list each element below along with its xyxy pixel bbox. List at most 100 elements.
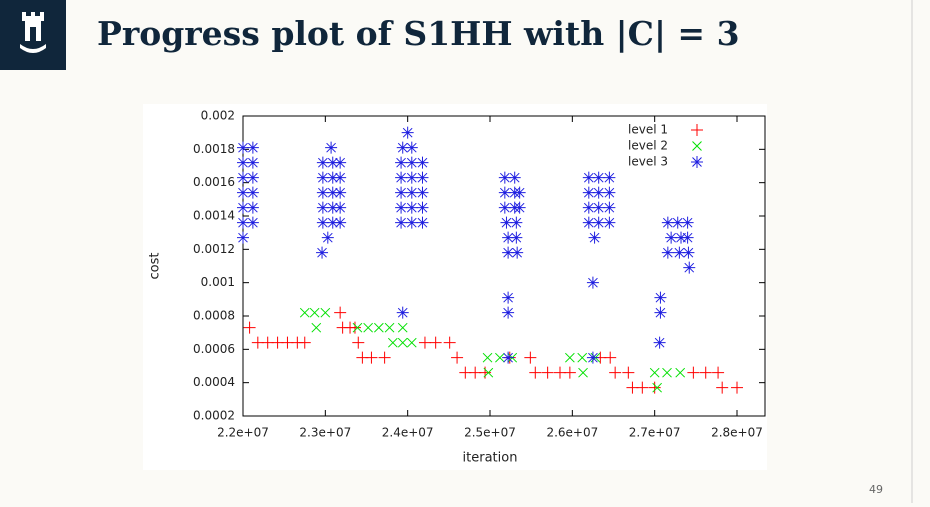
y-tick-label: 0.0004	[193, 375, 235, 389]
point	[246, 186, 259, 199]
point	[316, 156, 329, 169]
point	[592, 186, 605, 199]
point	[429, 336, 442, 349]
point	[671, 216, 684, 229]
point	[406, 337, 417, 348]
point	[683, 261, 696, 274]
point	[246, 216, 259, 229]
point	[334, 216, 347, 229]
plot-frame	[242, 115, 766, 417]
point	[716, 381, 729, 394]
point	[416, 186, 429, 199]
point	[451, 351, 464, 364]
point	[577, 352, 588, 363]
point	[661, 246, 674, 259]
legend-marker	[691, 156, 703, 168]
point	[298, 336, 311, 349]
point	[578, 367, 588, 378]
point	[416, 201, 429, 214]
point	[418, 336, 431, 349]
x-tick-label: 2.5e+07	[464, 426, 516, 440]
point	[334, 306, 347, 319]
point	[502, 306, 515, 319]
point	[401, 126, 414, 139]
point	[588, 231, 601, 244]
point	[352, 336, 365, 349]
point	[731, 381, 744, 394]
point	[316, 201, 329, 214]
legend-marker	[692, 141, 702, 151]
point	[384, 322, 395, 333]
point	[316, 216, 329, 229]
point	[237, 201, 249, 214]
point	[603, 216, 616, 229]
point	[326, 171, 339, 184]
point	[712, 366, 725, 379]
point	[495, 352, 505, 363]
point	[397, 322, 408, 333]
page-number: 49	[869, 483, 883, 496]
legend-marker	[691, 124, 703, 136]
x-tick-label: 2.2e+07	[217, 426, 269, 440]
point	[582, 216, 595, 229]
point	[687, 366, 700, 379]
point	[237, 216, 249, 229]
point	[395, 156, 408, 169]
x-tick-label: 2.4e+07	[382, 426, 434, 440]
point	[334, 186, 347, 199]
point	[622, 366, 635, 379]
point	[416, 156, 429, 169]
point	[395, 216, 408, 229]
point	[636, 381, 649, 394]
point	[654, 306, 667, 319]
point	[510, 231, 523, 244]
point	[502, 291, 515, 304]
point	[529, 366, 542, 379]
y-tick-label: 0.0016	[193, 175, 235, 189]
point	[334, 171, 347, 184]
point	[500, 216, 513, 229]
point	[508, 171, 521, 184]
point	[563, 366, 576, 379]
point	[483, 367, 494, 378]
point	[243, 321, 256, 334]
point	[662, 367, 672, 378]
point	[513, 186, 526, 199]
legend-label: level 1	[628, 123, 668, 137]
point	[405, 156, 418, 169]
point	[237, 186, 249, 199]
point	[395, 171, 408, 184]
point	[513, 201, 526, 214]
point	[498, 171, 511, 184]
point	[405, 201, 418, 214]
point	[334, 156, 347, 169]
point	[246, 156, 259, 169]
x-tick-label: 2.8e+07	[711, 426, 763, 440]
point	[604, 351, 617, 364]
point	[681, 216, 694, 229]
point	[665, 231, 678, 244]
point	[316, 246, 329, 259]
point	[326, 216, 339, 229]
point	[396, 141, 409, 154]
x-axis-label: iteration	[463, 451, 518, 466]
point	[609, 366, 622, 379]
y-tick-label: 0.0008	[193, 309, 235, 323]
point	[237, 141, 249, 154]
point	[482, 352, 493, 363]
point	[416, 171, 429, 184]
x-tick-label: 2.3e+07	[299, 426, 351, 440]
point	[321, 231, 334, 244]
point	[246, 201, 259, 214]
point	[334, 201, 347, 214]
slide-title: Progress plot of S1HH with |C| = 3	[97, 14, 740, 53]
point	[246, 171, 259, 184]
point	[603, 171, 616, 184]
point	[592, 201, 605, 214]
point	[586, 276, 599, 289]
legend-label: level 3	[628, 155, 668, 169]
point	[395, 186, 408, 199]
point	[352, 322, 363, 333]
point	[502, 351, 515, 364]
point	[405, 171, 418, 184]
